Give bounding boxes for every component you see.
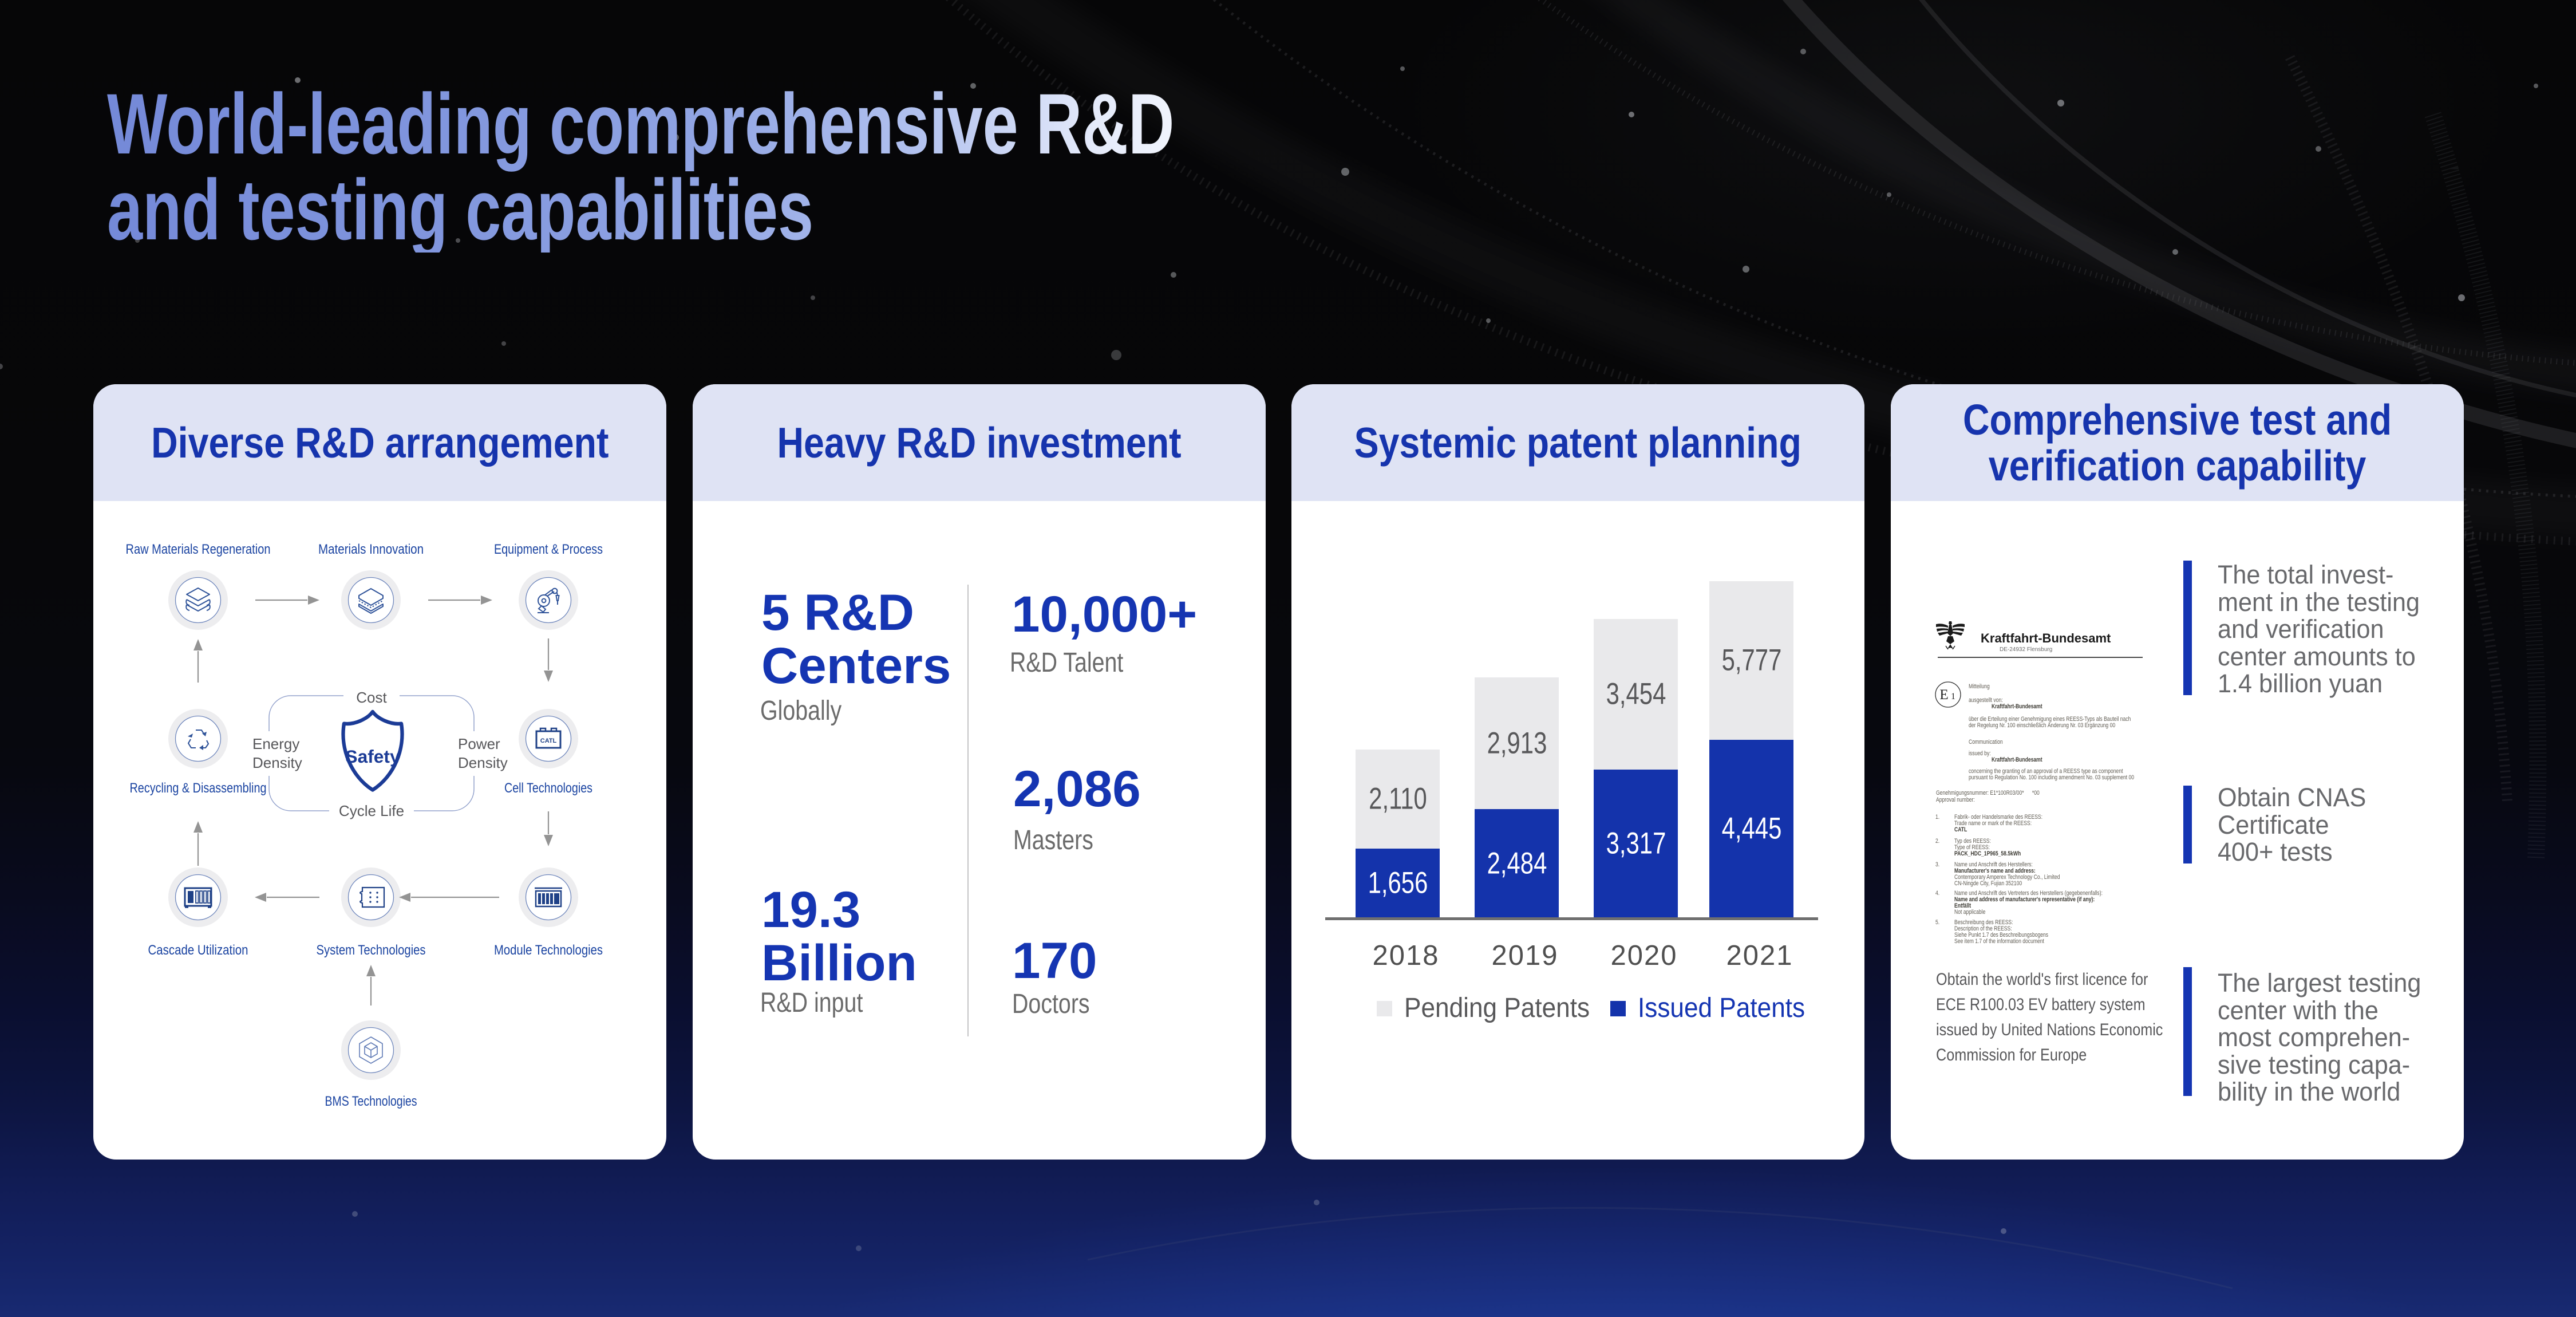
svg-text:Density: Density <box>458 754 508 771</box>
svg-text:Cascade Utilization: Cascade Utilization <box>148 943 248 958</box>
svg-text:Energy: Energy <box>252 735 299 752</box>
svg-text:Cost: Cost <box>356 689 387 706</box>
svg-text:BMS Technologies: BMS Technologies <box>325 1094 417 1109</box>
svg-text:Equipment & Process: Equipment & Process <box>494 542 603 557</box>
svg-text:Power: Power <box>458 735 500 752</box>
svg-text:Materials Innovation: Materials Innovation <box>318 542 424 557</box>
svg-text:System Technologies: System Technologies <box>317 943 426 958</box>
svg-text:Recycling & Disassembling: Recycling & Disassembling <box>130 780 267 796</box>
svg-text:Cycle Life: Cycle Life <box>339 802 404 819</box>
svg-text:Density: Density <box>252 754 302 771</box>
svg-text:Cell Technologies: Cell Technologies <box>504 780 592 796</box>
svg-text:Safety: Safety <box>345 746 400 767</box>
svg-text:E: E <box>1939 687 1948 703</box>
svg-text:Module Technologies: Module Technologies <box>494 943 603 958</box>
svg-text:Raw Materials Regeneration: Raw Materials Regeneration <box>126 542 271 557</box>
svg-text:1: 1 <box>1951 692 1955 701</box>
